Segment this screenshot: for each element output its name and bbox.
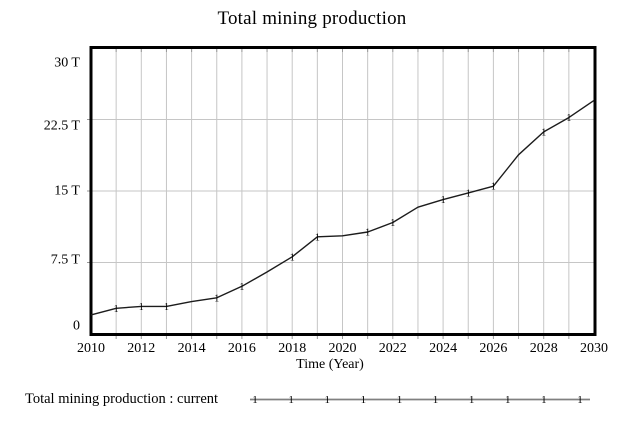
legend-marker: 1 [361, 394, 367, 406]
x-tick-label: 2028 [530, 341, 558, 356]
line-marker: 1 [290, 252, 295, 263]
line-marker: 1 [491, 182, 496, 193]
line-marker: 1 [239, 282, 244, 293]
legend-marker: 1 [252, 394, 258, 406]
legend-marker: 1 [469, 394, 475, 406]
x-tick-label: 2030 [580, 341, 608, 356]
legend-marker: 1 [505, 394, 511, 406]
x-tick-label: 2022 [379, 341, 407, 356]
x-tick-label: 2024 [429, 341, 457, 356]
x-tick-label: 2014 [178, 341, 206, 356]
legend-row: Total mining production : current [0, 390, 630, 410]
legend-series-label: Total mining production : current [25, 391, 219, 407]
legend-marker: 1 [577, 394, 583, 406]
line-marker: 1 [466, 188, 471, 199]
x-tick-label: 2020 [329, 341, 357, 356]
line-marker: 1 [164, 302, 169, 313]
y-tick-label: 30 T [54, 56, 80, 71]
line-marker: 1 [390, 218, 395, 229]
y-tick-label: 0 [73, 319, 80, 334]
line-marker: 1 [214, 293, 219, 304]
legend-marker: 1 [541, 394, 547, 406]
line-marker: 1 [139, 302, 144, 313]
legend-marker: 1 [324, 394, 330, 406]
legend-marker: 1 [288, 394, 294, 406]
x-tick-label: 2010 [77, 341, 105, 356]
x-tick-label: 2026 [479, 341, 507, 356]
data-line [90, 99, 595, 316]
legend-marker: 1 [433, 394, 439, 406]
x-tick-label: 2012 [127, 341, 155, 356]
y-tick-label: 7.5 T [51, 253, 81, 268]
line-marker: 1 [365, 227, 370, 238]
line-marker: 1 [566, 113, 571, 124]
chart-title: Total mining production [217, 8, 407, 29]
line-marker: 1 [441, 195, 446, 206]
line-marker: 1 [315, 232, 320, 243]
y-tick-label: 15 T [54, 184, 80, 199]
x-axis-title: Time (Year) [296, 357, 364, 372]
legend-marker: 1 [397, 394, 403, 406]
line-marker: 1 [114, 304, 119, 315]
x-tick-label: 2018 [278, 341, 306, 356]
line-marker: 1 [541, 127, 546, 138]
x-tick-label: 2016 [228, 341, 256, 356]
plot-border [89, 46, 597, 336]
y-tick-label: 22.5 T [44, 119, 81, 134]
